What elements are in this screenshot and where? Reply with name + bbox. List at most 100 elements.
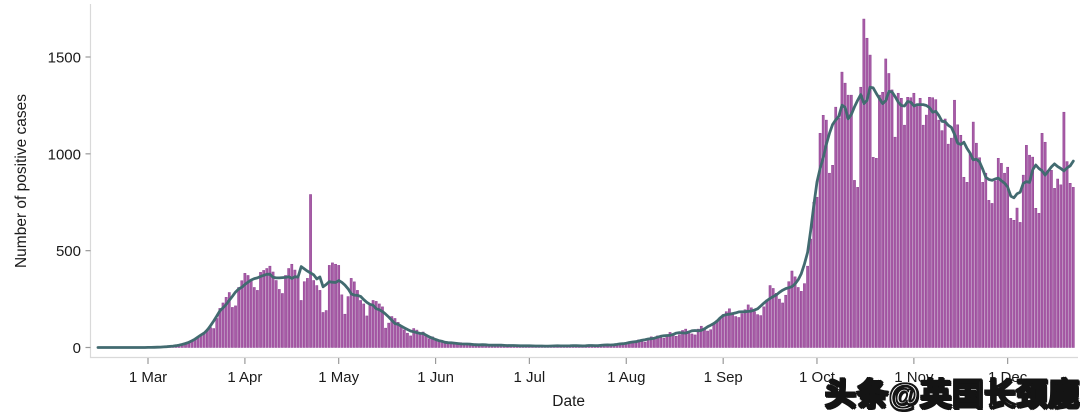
case-bar xyxy=(343,313,347,348)
case-bar xyxy=(806,265,809,348)
case-bar xyxy=(265,268,269,348)
case-bar xyxy=(703,327,706,348)
case-bar xyxy=(371,300,375,348)
case-bar xyxy=(381,306,384,348)
case-bar xyxy=(946,143,950,348)
case-bar xyxy=(871,157,875,348)
case-bar xyxy=(940,130,944,348)
case-bar xyxy=(724,311,728,348)
case-bar xyxy=(406,332,409,348)
case-bar xyxy=(1006,166,1009,348)
case-bar xyxy=(690,333,694,348)
case-bar xyxy=(618,344,622,348)
case-bar xyxy=(362,303,366,348)
case-bar xyxy=(212,328,215,348)
case-bar xyxy=(781,302,784,348)
case-bar xyxy=(984,172,988,348)
case-bar xyxy=(790,270,794,348)
case-bar xyxy=(843,82,847,348)
case-bar xyxy=(318,290,322,348)
case-bar xyxy=(246,275,250,348)
case-bar xyxy=(243,273,247,348)
case-bar xyxy=(1071,187,1075,348)
case-bar xyxy=(662,337,666,348)
case-bar xyxy=(865,37,869,348)
case-bar xyxy=(1043,141,1047,348)
x-axis-tick-label: 1 Nov xyxy=(894,369,934,386)
case-bar xyxy=(424,335,428,348)
case-bar xyxy=(321,312,325,348)
case-bar xyxy=(846,94,850,348)
case-bar xyxy=(384,327,387,348)
case-bar xyxy=(387,322,391,348)
case-bar xyxy=(199,335,203,348)
case-bar xyxy=(862,18,866,348)
case-bar xyxy=(868,54,872,348)
case-bar xyxy=(1065,161,1069,348)
x-axis-tick-label: 1 Jul xyxy=(514,369,546,386)
case-bar xyxy=(684,328,688,348)
case-bar xyxy=(990,203,994,348)
case-bar xyxy=(925,114,928,348)
case-bar xyxy=(728,308,731,348)
case-bar xyxy=(1009,218,1013,348)
case-bar xyxy=(659,337,663,348)
x-axis-title: Date xyxy=(552,393,585,410)
case-bar xyxy=(787,281,791,348)
case-bar xyxy=(281,293,284,348)
case-bar xyxy=(237,287,241,348)
case-bar xyxy=(875,158,878,348)
case-bar xyxy=(196,337,200,348)
case-bar xyxy=(1012,220,1016,348)
case-bar xyxy=(224,297,228,348)
y-axis-tick-label: 0 xyxy=(73,340,81,357)
case-bar xyxy=(906,97,909,348)
case-bar xyxy=(259,272,262,348)
case-bar xyxy=(743,309,747,348)
case-bar xyxy=(965,182,969,348)
case-bar xyxy=(421,331,425,348)
case-bar xyxy=(337,265,341,348)
case-bar xyxy=(346,296,350,348)
case-bar xyxy=(643,341,647,348)
case-bar xyxy=(753,311,756,348)
case-bar xyxy=(1034,208,1038,348)
case-bar xyxy=(327,265,331,348)
case-bar xyxy=(934,99,938,348)
case-bar xyxy=(850,94,853,348)
y-axis-tick-label: 500 xyxy=(56,243,81,260)
case-bar xyxy=(815,196,819,348)
case-bar xyxy=(1050,170,1053,348)
case-bar xyxy=(268,265,272,348)
case-bar xyxy=(943,118,947,348)
case-bar xyxy=(340,294,344,348)
case-bar xyxy=(427,338,431,348)
case-bar xyxy=(437,341,441,348)
case-bar xyxy=(640,341,644,348)
case-bar xyxy=(262,270,266,348)
case-bar xyxy=(856,187,859,348)
case-bar xyxy=(953,99,956,348)
case-bar xyxy=(284,275,287,348)
x-axis-tick-label: 1 Sep xyxy=(704,369,743,386)
case-bar xyxy=(937,119,941,348)
case-bar xyxy=(434,340,437,348)
case-bar xyxy=(812,202,816,348)
case-bar xyxy=(709,329,713,348)
case-bar xyxy=(1018,222,1022,348)
case-bar xyxy=(746,304,750,348)
case-bar xyxy=(227,292,231,348)
case-bar xyxy=(962,177,966,348)
panel-border xyxy=(89,4,1078,359)
case-bar xyxy=(393,318,397,348)
x-axis-tick-label: 1 Oct xyxy=(799,369,836,386)
case-bar xyxy=(796,287,800,348)
case-bar xyxy=(915,105,919,348)
case-bar xyxy=(987,200,991,348)
case-bar xyxy=(331,262,334,348)
case-bar xyxy=(209,327,212,348)
case-bar xyxy=(687,331,691,348)
case-bar xyxy=(1025,145,1028,348)
case-bar xyxy=(699,325,703,348)
